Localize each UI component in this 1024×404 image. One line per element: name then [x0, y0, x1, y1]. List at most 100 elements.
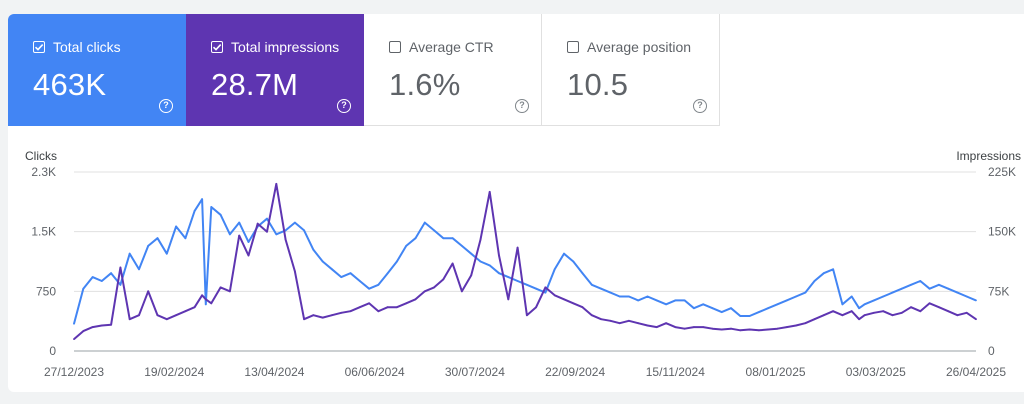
data-point-clicks — [229, 233, 231, 236]
checkbox-checked-icon[interactable] — [211, 41, 223, 53]
checkbox-icon[interactable] — [567, 41, 579, 53]
data-point-clicks — [665, 303, 667, 306]
data-point-impressions — [891, 314, 894, 317]
data-point-impressions — [147, 290, 150, 293]
metric-card-average-ctr[interactable]: Average CTR 1.6%? — [364, 14, 542, 126]
data-point-clicks — [947, 287, 950, 290]
help-icon[interactable]: ? — [159, 99, 173, 113]
y-right-tick-label: 225K — [988, 165, 1016, 179]
data-point-clicks — [331, 268, 333, 271]
data-point-clicks — [488, 264, 491, 267]
data-point-impressions — [175, 314, 178, 317]
help-icon[interactable]: ? — [693, 99, 707, 113]
data-point-clicks — [637, 299, 640, 302]
checkbox-icon[interactable] — [389, 41, 401, 53]
data-point-clicks — [184, 237, 187, 240]
data-point-impressions — [910, 306, 912, 309]
data-point-clicks — [377, 283, 380, 286]
data-point-clicks — [303, 229, 305, 232]
metric-label: Average position — [587, 39, 692, 55]
data-point-impressions — [581, 306, 584, 309]
data-point-clicks — [739, 315, 742, 317]
help-icon[interactable]: ? — [515, 99, 529, 113]
chart-grid — [74, 171, 976, 352]
data-point-clicks — [767, 307, 769, 310]
data-point-clicks — [956, 291, 959, 294]
metric-value: 28.7M — [211, 67, 299, 102]
data-point-clicks — [628, 295, 630, 298]
data-point-clicks — [405, 245, 408, 247]
data-point-impressions — [730, 327, 732, 330]
data-point-impressions — [331, 314, 333, 317]
data-point-clicks — [368, 287, 370, 290]
data-point-clicks — [442, 237, 445, 240]
data-point-clicks — [294, 221, 296, 224]
data-point-impressions — [442, 278, 445, 281]
data-point-clicks — [776, 303, 779, 306]
data-point-clicks — [128, 252, 131, 255]
data-point-impressions — [832, 310, 834, 313]
data-point-clicks — [758, 311, 760, 313]
data-point-impressions — [776, 327, 779, 330]
data-point-impressions — [553, 294, 556, 297]
data-point-impressions — [303, 318, 305, 321]
data-point-clicks — [702, 303, 705, 306]
data-point-impressions — [386, 306, 389, 309]
metric-card-average-position[interactable]: Average position 10.5? — [542, 14, 720, 126]
data-point-impressions — [683, 327, 686, 330]
data-point-clicks — [720, 311, 723, 313]
data-point-clicks — [891, 291, 894, 294]
data-point-clicks — [91, 276, 94, 278]
data-point-clicks — [938, 283, 940, 286]
data-point-impressions — [201, 294, 204, 297]
data-point-impressions — [841, 314, 844, 317]
data-point-impressions — [609, 319, 612, 322]
data-point-impressions — [451, 262, 454, 265]
series-line-impressions — [73, 182, 977, 340]
data-point-impressions — [119, 266, 122, 269]
data-point-impressions — [674, 326, 677, 328]
data-point-clicks — [386, 272, 389, 275]
data-point-impressions — [368, 302, 370, 305]
data-point-clicks — [832, 268, 834, 271]
data-point-clicks — [349, 272, 352, 275]
data-point-impressions — [396, 306, 398, 309]
data-point-impressions — [535, 306, 537, 309]
data-point-clicks — [965, 295, 968, 298]
data-point-impressions — [919, 310, 922, 313]
data-point-impressions — [516, 246, 519, 249]
data-point-impressions — [423, 290, 426, 293]
data-point-impressions — [488, 191, 491, 193]
metric-card-total-impressions[interactable]: Total impressions 28.7M? — [186, 14, 364, 126]
data-point-clicks — [553, 268, 556, 271]
y-left-tick-label: 1.5K — [31, 225, 56, 239]
data-point-clicks — [785, 299, 788, 302]
data-point-impressions — [266, 230, 268, 233]
data-point-clicks — [238, 221, 241, 224]
data-point-clicks — [748, 315, 751, 317]
data-point-impressions — [349, 310, 352, 313]
data-point-clicks — [358, 280, 361, 282]
data-point-impressions — [544, 286, 547, 289]
data-point-impressions — [91, 326, 94, 328]
data-point-impressions — [785, 326, 788, 328]
data-point-clicks — [82, 287, 85, 290]
data-point-impressions — [498, 254, 500, 257]
data-point-clicks — [572, 260, 575, 263]
data-point-clicks — [693, 307, 695, 310]
help-icon[interactable]: ? — [337, 99, 351, 113]
data-point-clicks — [312, 248, 315, 251]
y-left-tick-label: 750 — [36, 284, 56, 298]
data-point-clicks — [433, 229, 435, 232]
data-point-impressions — [655, 326, 658, 328]
data-point-clicks — [516, 280, 519, 282]
data-point-impressions — [646, 324, 649, 327]
data-point-impressions — [507, 298, 510, 301]
data-point-clicks — [535, 287, 537, 290]
checkbox-checked-icon[interactable] — [33, 41, 45, 53]
data-point-clicks — [526, 283, 528, 286]
data-point-clicks — [804, 291, 807, 294]
x-tick-label: 27/12/2023 — [44, 365, 104, 379]
y-left-tick-label: 2.3K — [31, 165, 56, 179]
metric-card-total-clicks[interactable]: Total clicks 463K? — [8, 14, 186, 126]
